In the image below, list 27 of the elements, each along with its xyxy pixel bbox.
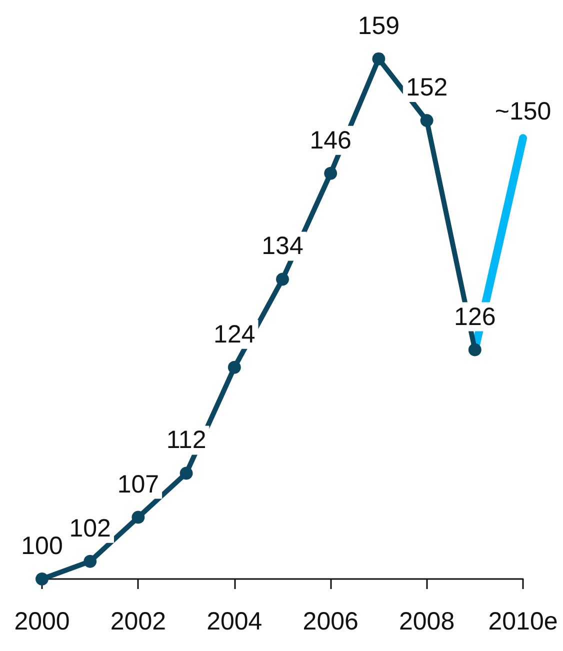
point bbox=[468, 343, 482, 356]
point bbox=[324, 166, 338, 180]
data-label: 159 bbox=[358, 12, 400, 40]
data-label: 112 bbox=[166, 426, 206, 454]
data-label: 134 bbox=[262, 232, 304, 260]
x-tick-label: 2000 bbox=[14, 608, 70, 636]
point bbox=[180, 466, 193, 480]
x-tick-label: 2008 bbox=[398, 608, 455, 636]
data-label: 146 bbox=[310, 126, 352, 154]
point bbox=[84, 554, 97, 568]
point bbox=[276, 272, 289, 286]
data-label: 102 bbox=[69, 514, 111, 542]
x-tick-label: 2010e bbox=[488, 608, 558, 636]
point bbox=[372, 52, 386, 66]
point bbox=[132, 510, 145, 524]
point bbox=[420, 114, 434, 128]
x-tick-label: 2006 bbox=[302, 608, 358, 636]
data-label: 124 bbox=[214, 320, 256, 348]
x-tick-label: 2002 bbox=[110, 608, 166, 636]
point bbox=[228, 360, 241, 374]
data-label: ~150 bbox=[494, 98, 552, 126]
data-label: 107 bbox=[117, 470, 160, 498]
data-label: 152 bbox=[406, 74, 448, 102]
data-label: 100 bbox=[21, 532, 63, 560]
data-label: 126 bbox=[454, 302, 496, 331]
x-tick-label: 2004 bbox=[206, 608, 262, 636]
point bbox=[36, 572, 48, 586]
